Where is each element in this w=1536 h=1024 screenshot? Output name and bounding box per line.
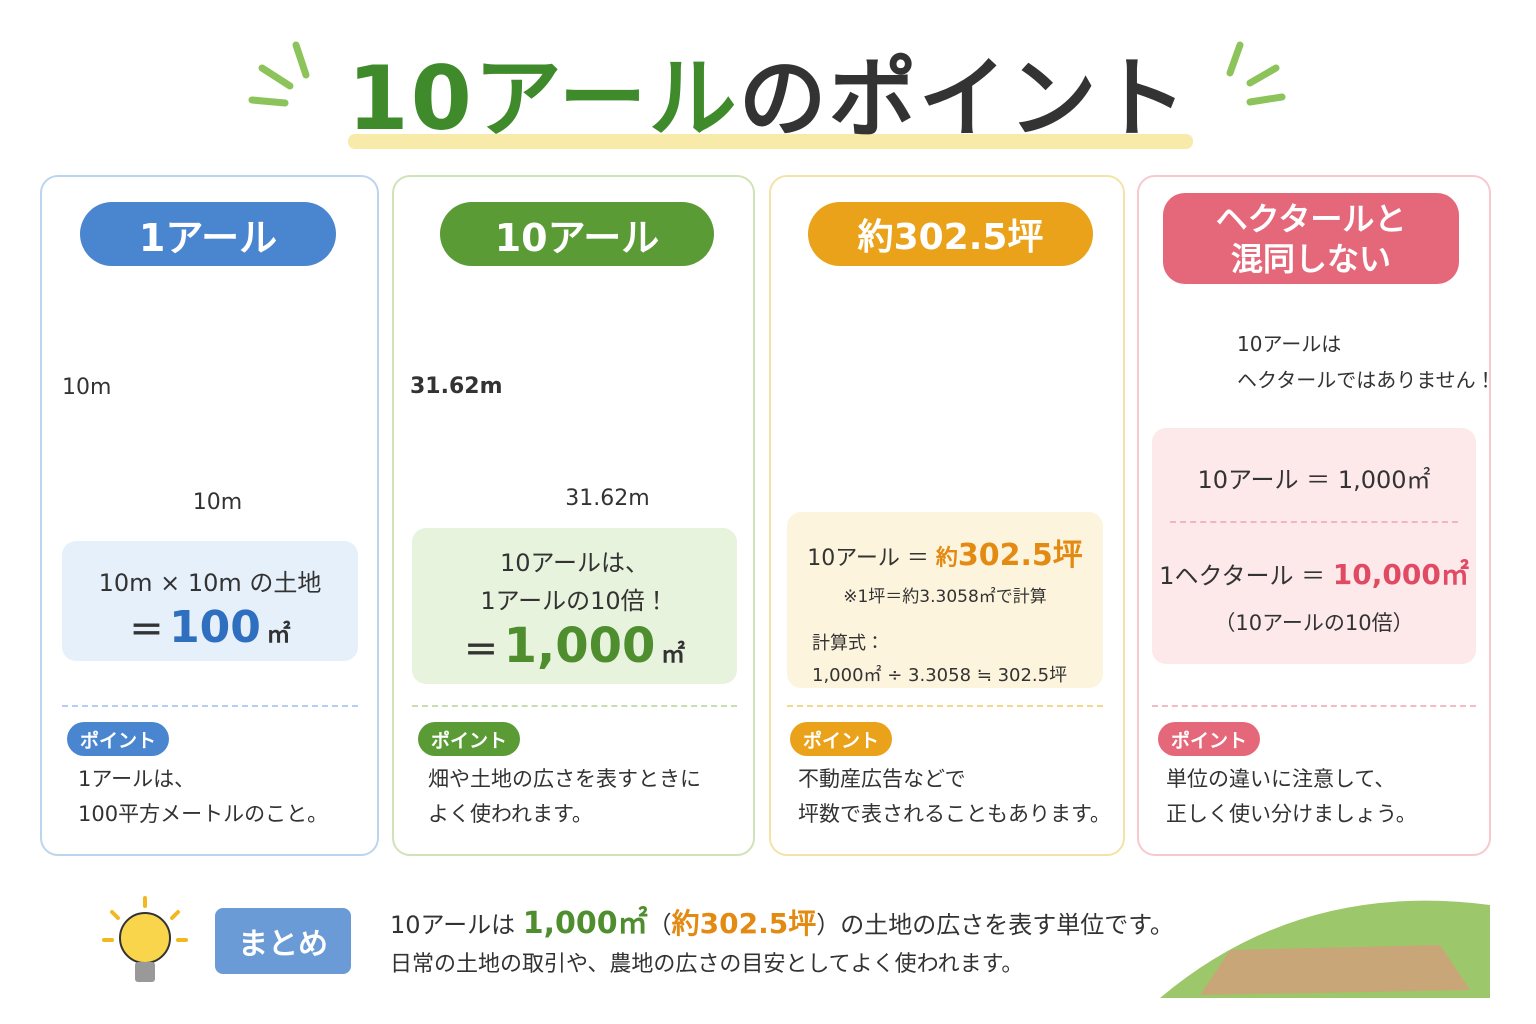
unit: ㎡ <box>660 640 685 668</box>
line: 坪数で表されることもあります。 <box>798 802 1111 826</box>
dim-label: 10m <box>192 490 243 515</box>
line: よく使われます。 <box>428 802 593 826</box>
point-tag: ポイント <box>418 722 520 756</box>
badge: 約302.5坪 <box>808 202 1093 266</box>
eq: ＝ <box>129 611 164 651</box>
seg: 約302.5坪 <box>671 907 817 940</box>
rhs: 10,000㎡ <box>1332 558 1469 591</box>
divider <box>787 705 1103 707</box>
lhs: 1ヘクタール ＝ <box>1159 562 1326 590</box>
title: 10アールのポイント <box>0 28 1536 155</box>
line: 100平方メートルのこと。 <box>78 802 329 826</box>
warning-text: 10アールはヘクタールではありません！ <box>1237 326 1496 398</box>
divider <box>1152 705 1476 707</box>
summary-text: 10アールは 1,000㎡（約302.5坪）の土地の広さを表す単位です。 日常の… <box>390 902 1174 983</box>
dim-label: 10m <box>62 375 112 400</box>
box-text: 10m × 10m の土地 <box>98 569 322 597</box>
sparkles <box>248 41 1286 107</box>
dim-label: 31.62m <box>410 374 503 399</box>
line: 10アールは 1,000㎡（約302.5坪）の土地の広さを表す単位です。 <box>390 902 1174 947</box>
point-tag: ポイント <box>1158 722 1260 756</box>
badge: 1アール <box>80 202 336 266</box>
dim-label: 31.62m <box>545 486 670 511</box>
box-value: ＝ 100 ㎡ <box>62 602 358 653</box>
divider <box>1170 521 1458 523</box>
title-main: 10アール <box>347 47 739 150</box>
info-box: 10アール ＝ 約302.5坪 ※1坪＝約3.3058㎡で計算 計算式： 1,0… <box>787 512 1103 688</box>
badge: 10アール <box>440 202 714 266</box>
formula-label: 計算式： <box>812 633 884 654</box>
box-value: ＝ 1,000 ㎡ <box>412 620 737 683</box>
box-text: 1アールの10倍！ <box>480 587 669 615</box>
seg: 1,000㎡ <box>522 906 648 941</box>
summary-label: まとめ <box>215 908 351 974</box>
lhs: 10アール ＝ <box>1197 466 1331 494</box>
eq: ＝ <box>464 631 498 671</box>
note: （10アールの10倍） <box>1214 611 1414 635</box>
value: 1,000 <box>503 618 656 674</box>
badge-line: 混同しない <box>1230 239 1391 278</box>
formula: 1,000㎡ ÷ 3.3058 ≒ 302.5坪 <box>812 665 1068 686</box>
point-text: 単位の違いに注意して、 正しく使い分けましょう。 <box>1166 762 1417 832</box>
unit: ㎡ <box>266 620 291 648</box>
info-box: 10アール ＝ 1,000㎡ 1ヘクタール ＝ 10,000㎡ （10アールの1… <box>1152 428 1476 664</box>
line: 畑や土地の広さを表すときに <box>428 767 701 791</box>
info-box: 10m × 10m の土地 ＝ 100 ㎡ <box>62 541 358 661</box>
seg: 10アールは <box>390 911 523 939</box>
line: 1アールは、 <box>78 767 196 791</box>
approx: 約 <box>935 546 958 571</box>
title-underline <box>348 134 1193 149</box>
line: 日常の土地の取引や、農地の広さの目安としてよく使われます。 <box>390 952 1024 977</box>
badge-line: ヘクタールと <box>1215 199 1407 238</box>
title-rest: のポイント <box>738 47 1189 150</box>
info-box: 10アールは、 1アールの10倍！ ＝ 1,000 ㎡ <box>412 528 737 684</box>
divider <box>62 705 358 707</box>
seg: ）の土地の広さを表す単位です。 <box>816 911 1174 939</box>
farm-scene <box>1160 883 1490 998</box>
line: 正しく使い分けましょう。 <box>1166 802 1417 826</box>
point-tag: ポイント <box>67 722 169 756</box>
point-text: 1アールは、 100平方メートルのこと。 <box>78 762 328 832</box>
rhs: 1,000㎡ <box>1337 466 1431 494</box>
line: 10アールは <box>1237 332 1342 356</box>
bulb <box>102 896 188 982</box>
line: 不動産広告などで <box>798 767 966 791</box>
point-tag: ポイント <box>790 722 892 756</box>
box-value: 10アール ＝ 約302.5坪 <box>787 530 1103 574</box>
row: 1ヘクタール ＝ 10,000㎡ <box>1152 553 1476 593</box>
seg: （ <box>647 911 672 939</box>
lhs: 10アール ＝ <box>807 546 929 571</box>
value: 100 <box>169 602 261 653</box>
line: ヘクタールではありません！ <box>1237 368 1496 392</box>
note: ※1坪＝約3.3058㎡で計算 <box>843 587 1047 607</box>
point-text: 不動産広告などで坪数で表されることもあります。 <box>798 762 1111 832</box>
box-text: 10アールは、 <box>499 549 650 577</box>
point-text: 畑や土地の広さを表すときに よく使われます。 <box>428 762 701 832</box>
divider <box>412 705 737 707</box>
value: 302.5坪 <box>957 538 1083 573</box>
badge: ヘクタールと 混同しない <box>1163 193 1459 284</box>
line: 単位の違いに注意して、 <box>1166 767 1396 791</box>
row: 10アール ＝ 1,000㎡ <box>1152 460 1476 495</box>
